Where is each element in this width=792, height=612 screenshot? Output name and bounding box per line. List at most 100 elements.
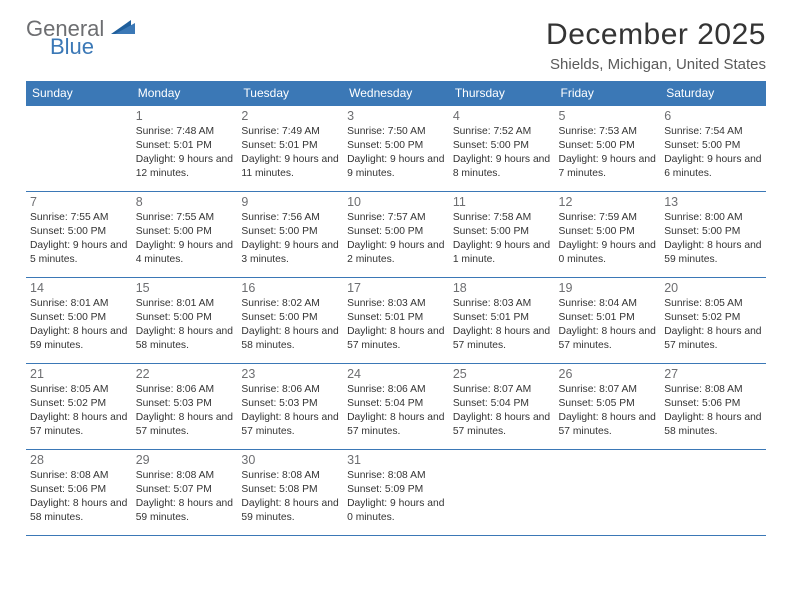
calendar-day-cell: 30Sunrise: 8:08 AMSunset: 5:08 PMDayligh… bbox=[237, 450, 343, 536]
day-number: 20 bbox=[664, 281, 762, 295]
logo-text: General Blue bbox=[26, 18, 137, 58]
calendar-day-cell: 16 Sunrise: 8:02 AMSunset: 5:00 PMDayligh… bbox=[237, 278, 343, 364]
weekday-header: Thursday bbox=[449, 81, 555, 106]
weekday-header: Monday bbox=[132, 81, 238, 106]
weekday-header: Friday bbox=[555, 81, 661, 106]
day-number: 9 bbox=[241, 195, 339, 209]
day-info: Sunrise: 7:54 AMSunset: 5:00 PMDaylight:… bbox=[664, 125, 762, 181]
day-info: Sunrise: 8:01 AMSunset: 5:00 PMDaylight:… bbox=[136, 297, 234, 353]
month-title: December 2025 bbox=[546, 18, 766, 52]
logo-triangle-icon bbox=[111, 18, 137, 40]
day-info: Sunrise: 7:59 AMSunset: 5:00 PMDaylight:… bbox=[559, 211, 657, 267]
day-info: Sunrise: 8:07 AMSunset: 5:04 PMDaylight:… bbox=[453, 383, 551, 439]
calendar-day-cell: 24 Sunrise: 8:06 AMSunset: 5:04 PMDayligh… bbox=[343, 364, 449, 450]
calendar-day-cell bbox=[26, 106, 132, 192]
calendar-day-cell: 6 Sunrise: 7:54 AMSunset: 5:00 PMDaylight… bbox=[660, 106, 766, 192]
day-info: Sunrise: 8:01 AMSunset: 5:00 PMDaylight:… bbox=[30, 297, 128, 353]
day-number: 27 bbox=[664, 367, 762, 381]
calendar-day-cell: 15 Sunrise: 8:01 AMSunset: 5:00 PMDayligh… bbox=[132, 278, 238, 364]
day-info: Sunrise: 7:50 AMSunset: 5:00 PMDaylight:… bbox=[347, 125, 445, 181]
calendar-day-cell: 19Sunrise: 8:04 AMSunset: 5:01 PMDayligh… bbox=[555, 278, 661, 364]
calendar-day-cell: 10 Sunrise: 7:57 AMSunset: 5:00 PMDayligh… bbox=[343, 192, 449, 278]
day-number: 2 bbox=[241, 109, 339, 123]
calendar-day-cell: 25 Sunrise: 8:07 AMSunset: 5:04 PMDayligh… bbox=[449, 364, 555, 450]
calendar-day-cell: 26 Sunrise: 8:07 AMSunset: 5:05 PMDayligh… bbox=[555, 364, 661, 450]
calendar-day-cell: 29Sunrise: 8:08 AMSunset: 5:07 PMDayligh… bbox=[132, 450, 238, 536]
calendar-week-row: 14Sunrise: 8:01 AMSunset: 5:00 PMDayligh… bbox=[26, 278, 766, 364]
day-number: 26 bbox=[559, 367, 657, 381]
weekday-header: Saturday bbox=[660, 81, 766, 106]
day-number: 31 bbox=[347, 453, 445, 467]
logo: General Blue bbox=[26, 18, 137, 58]
day-number: 19 bbox=[559, 281, 657, 295]
day-info: Sunrise: 8:07 AMSunset: 5:05 PMDaylight:… bbox=[559, 383, 657, 439]
day-number: 5 bbox=[559, 109, 657, 123]
day-number: 24 bbox=[347, 367, 445, 381]
day-info: Sunrise: 7:53 AMSunset: 5:00 PMDaylight:… bbox=[559, 125, 657, 181]
day-info: Sunrise: 7:55 AMSunset: 5:00 PMDaylight:… bbox=[136, 211, 234, 267]
calendar-day-cell: 11 Sunrise: 7:58 AMSunset: 5:00 PMDayligh… bbox=[449, 192, 555, 278]
calendar-day-cell: 27Sunrise: 8:08 AMSunset: 5:06 PMDayligh… bbox=[660, 364, 766, 450]
calendar-day-cell: 4Sunrise: 7:52 AMSunset: 5:00 PMDaylight… bbox=[449, 106, 555, 192]
calendar-day-cell: 18 Sunrise: 8:03 AMSunset: 5:01 PMDayligh… bbox=[449, 278, 555, 364]
calendar-day-cell bbox=[449, 450, 555, 536]
calendar-day-cell: 28 Sunrise: 8:08 AMSunset: 5:06 PMDayligh… bbox=[26, 450, 132, 536]
calendar-week-row: 7Sunrise: 7:55 AMSunset: 5:00 PMDaylight… bbox=[26, 192, 766, 278]
weekday-header: Tuesday bbox=[237, 81, 343, 106]
day-number: 12 bbox=[559, 195, 657, 209]
day-info: Sunrise: 8:08 AMSunset: 5:08 PMDaylight:… bbox=[241, 469, 339, 525]
day-info: Sunrise: 8:02 AMSunset: 5:00 PMDaylight:… bbox=[241, 297, 339, 353]
day-info: Sunrise: 8:03 AMSunset: 5:01 PMDaylight:… bbox=[453, 297, 551, 353]
calendar-day-cell: 23 Sunrise: 8:06 AMSunset: 5:03 PMDayligh… bbox=[237, 364, 343, 450]
day-number: 15 bbox=[136, 281, 234, 295]
calendar-week-row: 28 Sunrise: 8:08 AMSunset: 5:06 PMDayligh… bbox=[26, 450, 766, 536]
weekday-header: Wednesday bbox=[343, 81, 449, 106]
day-number: 17 bbox=[347, 281, 445, 295]
calendar-day-cell: 14Sunrise: 8:01 AMSunset: 5:00 PMDayligh… bbox=[26, 278, 132, 364]
calendar-day-cell: 12 Sunrise: 7:59 AMSunset: 5:00 PMDayligh… bbox=[555, 192, 661, 278]
day-number: 1 bbox=[136, 109, 234, 123]
day-info: Sunrise: 8:06 AMSunset: 5:03 PMDaylight:… bbox=[241, 383, 339, 439]
day-number: 18 bbox=[453, 281, 551, 295]
calendar-day-cell: 3 Sunrise: 7:50 AMSunset: 5:00 PMDaylight… bbox=[343, 106, 449, 192]
title-block: December 2025 Shields, Michigan, United … bbox=[546, 18, 766, 73]
day-info: Sunrise: 7:49 AMSunset: 5:01 PMDaylight:… bbox=[241, 125, 339, 181]
day-info: Sunrise: 7:57 AMSunset: 5:00 PMDaylight:… bbox=[347, 211, 445, 267]
day-number: 8 bbox=[136, 195, 234, 209]
day-number: 22 bbox=[136, 367, 234, 381]
day-number: 3 bbox=[347, 109, 445, 123]
day-info: Sunrise: 7:58 AMSunset: 5:00 PMDaylight:… bbox=[453, 211, 551, 267]
day-number: 23 bbox=[241, 367, 339, 381]
day-number: 10 bbox=[347, 195, 445, 209]
day-number: 25 bbox=[453, 367, 551, 381]
day-info: Sunrise: 8:08 AMSunset: 5:09 PMDaylight:… bbox=[347, 469, 445, 525]
day-info: Sunrise: 8:08 AMSunset: 5:06 PMDaylight:… bbox=[30, 469, 128, 525]
day-info: Sunrise: 8:05 AMSunset: 5:02 PMDaylight:… bbox=[664, 297, 762, 353]
day-number: 16 bbox=[241, 281, 339, 295]
day-info: Sunrise: 7:56 AMSunset: 5:00 PMDaylight:… bbox=[241, 211, 339, 267]
calendar-day-cell: 17Sunrise: 8:03 AMSunset: 5:01 PMDayligh… bbox=[343, 278, 449, 364]
day-info: Sunrise: 8:05 AMSunset: 5:02 PMDaylight:… bbox=[30, 383, 128, 439]
calendar-day-cell: 8 Sunrise: 7:55 AMSunset: 5:00 PMDaylight… bbox=[132, 192, 238, 278]
day-info: Sunrise: 8:06 AMSunset: 5:03 PMDaylight:… bbox=[136, 383, 234, 439]
calendar-week-row: 21Sunrise: 8:05 AMSunset: 5:02 PMDayligh… bbox=[26, 364, 766, 450]
calendar-day-cell: 13Sunrise: 8:00 AMSunset: 5:00 PMDayligh… bbox=[660, 192, 766, 278]
calendar-day-cell: 1 Sunrise: 7:48 AMSunset: 5:01 PMDaylight… bbox=[132, 106, 238, 192]
calendar-day-cell: 2 Sunrise: 7:49 AMSunset: 5:01 PMDaylight… bbox=[237, 106, 343, 192]
calendar-day-cell bbox=[660, 450, 766, 536]
day-info: Sunrise: 7:55 AMSunset: 5:00 PMDaylight:… bbox=[30, 211, 128, 267]
calendar-day-cell: 21Sunrise: 8:05 AMSunset: 5:02 PMDayligh… bbox=[26, 364, 132, 450]
day-info: Sunrise: 8:06 AMSunset: 5:04 PMDaylight:… bbox=[347, 383, 445, 439]
day-number: 6 bbox=[664, 109, 762, 123]
day-number: 11 bbox=[453, 195, 551, 209]
calendar-day-cell: 22 Sunrise: 8:06 AMSunset: 5:03 PMDayligh… bbox=[132, 364, 238, 450]
location: Shields, Michigan, United States bbox=[546, 56, 766, 73]
calendar-day-cell: 7Sunrise: 7:55 AMSunset: 5:00 PMDaylight… bbox=[26, 192, 132, 278]
weekday-header: Sunday bbox=[26, 81, 132, 106]
day-number: 28 bbox=[30, 453, 128, 467]
day-info: Sunrise: 7:48 AMSunset: 5:01 PMDaylight:… bbox=[136, 125, 234, 181]
calendar-header-row: SundayMondayTuesdayWednesdayThursdayFrid… bbox=[26, 81, 766, 106]
day-info: Sunrise: 7:52 AMSunset: 5:00 PMDaylight:… bbox=[453, 125, 551, 181]
calendar-day-cell: 31 Sunrise: 8:08 AMSunset: 5:09 PMDayligh… bbox=[343, 450, 449, 536]
calendar-body: 1 Sunrise: 7:48 AMSunset: 5:01 PMDaylight… bbox=[26, 106, 766, 536]
